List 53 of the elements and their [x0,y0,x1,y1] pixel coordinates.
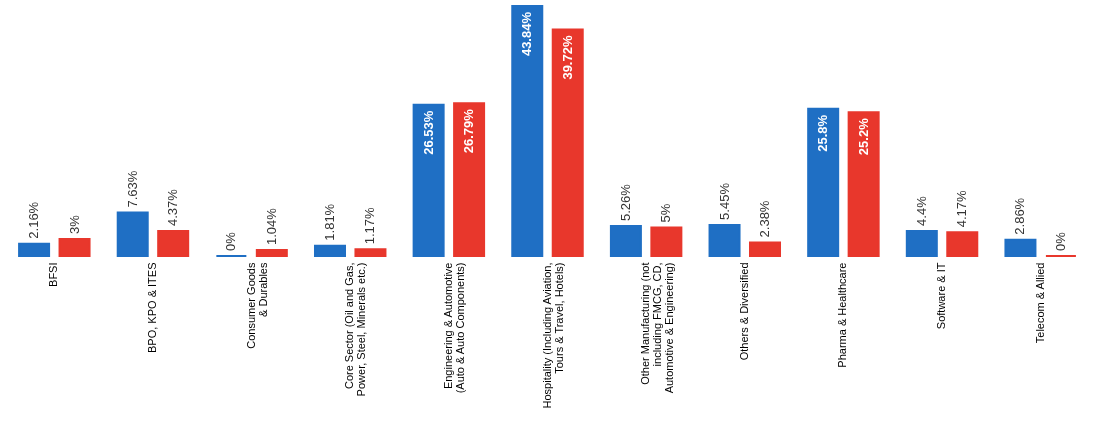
bar [650,226,683,257]
data-label: 43.84% [519,11,535,57]
data-label: 25.2% [855,117,871,156]
data-label: 4.37% [165,188,181,227]
x-tick-label: Other Manufacturing (not including FMCG, CD, Automotive & Engineering) [639,262,676,394]
data-label: 5.26% [617,183,633,221]
x-tick-label: Telecom & Allied [1033,262,1046,344]
bar [511,5,544,257]
bar [847,111,880,257]
data-label: 4.4% [913,195,929,226]
bar [749,241,782,257]
bar [412,103,445,257]
data-label: 3% [66,214,82,234]
data-label: 4.17% [954,189,970,228]
x-tick-label: Consumer Goods & Durables [244,262,269,349]
bar [708,223,741,257]
x-tick-label: Software & IT [935,262,948,330]
bar [946,231,979,257]
data-label: 1.81% [321,203,337,241]
bar [354,248,387,257]
data-label: 5.45% [716,182,732,220]
data-label: 0% [223,231,239,251]
bar [313,244,346,257]
data-label: 39.72% [559,35,575,80]
bar [157,230,190,257]
data-label: 1.04% [263,207,279,246]
data-label: 2.16% [26,201,42,239]
data-label: 26.79% [461,108,477,154]
bar [551,28,584,257]
bar [1004,238,1037,257]
x-tick-label: Core Sector (Oil and Gas, Power, Steel, Minerals etc.) [343,262,368,397]
data-label: 1.17% [362,207,378,245]
bar [58,237,91,257]
data-label: 2.86% [1012,197,1028,235]
x-tick-label: Hospitality (Including Aviation, Tours & Travel, Hotels) [540,262,565,409]
x-tick-label: Pharma & Healthcare [836,262,849,368]
bar [255,249,288,257]
data-label: 7.63% [124,170,140,208]
data-label: 25.8% [815,114,831,152]
x-tick-label: BFSI [47,262,60,287]
data-label: 2.38% [757,200,773,238]
data-label: 26.53% [420,110,436,155]
data-label: 0% [1052,231,1068,251]
bar [609,225,642,257]
x-tick-label: Others & Diversified [737,262,750,361]
bar [18,242,51,257]
bar [116,211,149,257]
bar [453,102,486,257]
data-label: 5% [658,203,674,223]
bar [807,107,840,257]
x-tick-label: BPO, KPO & ITES [145,262,158,353]
x-tick-label: Engineering & Automotive (Auto & Auto Components) [441,262,466,394]
bar [905,229,938,257]
